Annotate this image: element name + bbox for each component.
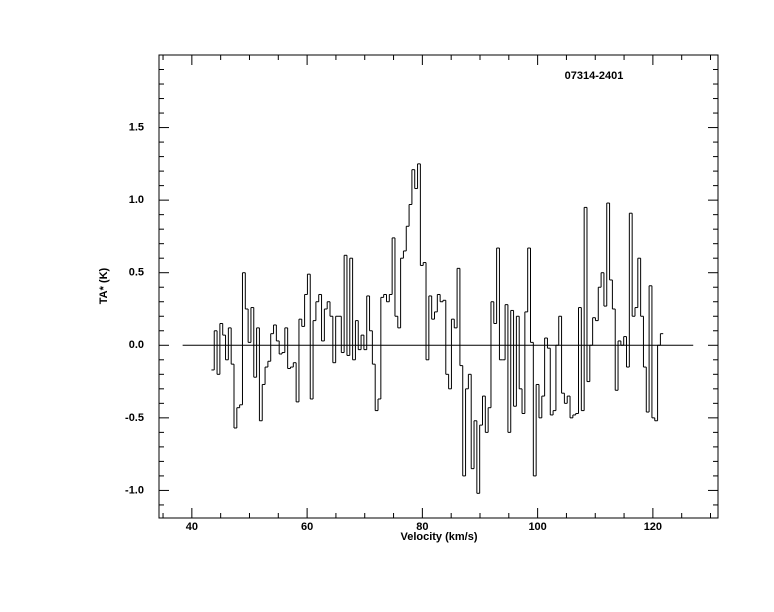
x-tick-label: 80 bbox=[416, 521, 428, 533]
y-tick-label: 0.0 bbox=[129, 339, 144, 351]
x-tick-label: 60 bbox=[301, 521, 313, 533]
x-tick-label: 120 bbox=[644, 521, 662, 533]
plot-frame bbox=[158, 54, 719, 519]
x-tick-label: 40 bbox=[186, 521, 198, 533]
y-tick-label: -0.5 bbox=[125, 412, 144, 424]
x-tick-label: 100 bbox=[528, 521, 546, 533]
y-tick-label: 1.0 bbox=[129, 194, 144, 206]
y-axis-label: TA* (K) bbox=[98, 267, 110, 304]
y-tick-label: -1.0 bbox=[125, 484, 144, 496]
chart-title: 07314-2401 bbox=[565, 70, 624, 82]
y-tick-label: 1.5 bbox=[129, 121, 144, 133]
y-tick-label: 0.5 bbox=[129, 267, 144, 279]
x-axis-label: Velocity (km/s) bbox=[400, 531, 477, 543]
